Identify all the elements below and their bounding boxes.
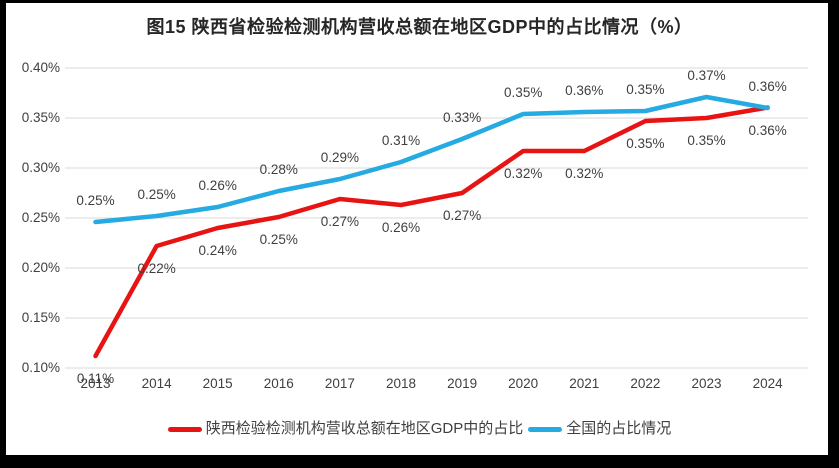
red-line-swatch-icon: [167, 426, 202, 432]
legend-label-national: 全国的占比情况: [566, 420, 672, 437]
chart-panel: [6, 3, 828, 455]
blue-line-swatch-icon: [528, 426, 563, 432]
series-line-0: [93, 105, 770, 359]
legend-label-shaanxi: 陕西检验检测机构营收总额在地区GDP中的占比: [205, 420, 524, 437]
legend: 陕西检验检测机构营收总额在地区GDP中的占比 全国的占比情况: [0, 419, 839, 439]
series-line-1: [93, 94, 770, 225]
chart-title: 图15 陕西省检验检测机构营收总额在地区GDP中的占比情况（%）: [146, 17, 693, 37]
legend-item-shaanxi: 陕西检验检测机构营收总额在地区GDP中的占比: [167, 419, 524, 439]
legend-item-national: 全国的占比情况: [528, 419, 671, 439]
